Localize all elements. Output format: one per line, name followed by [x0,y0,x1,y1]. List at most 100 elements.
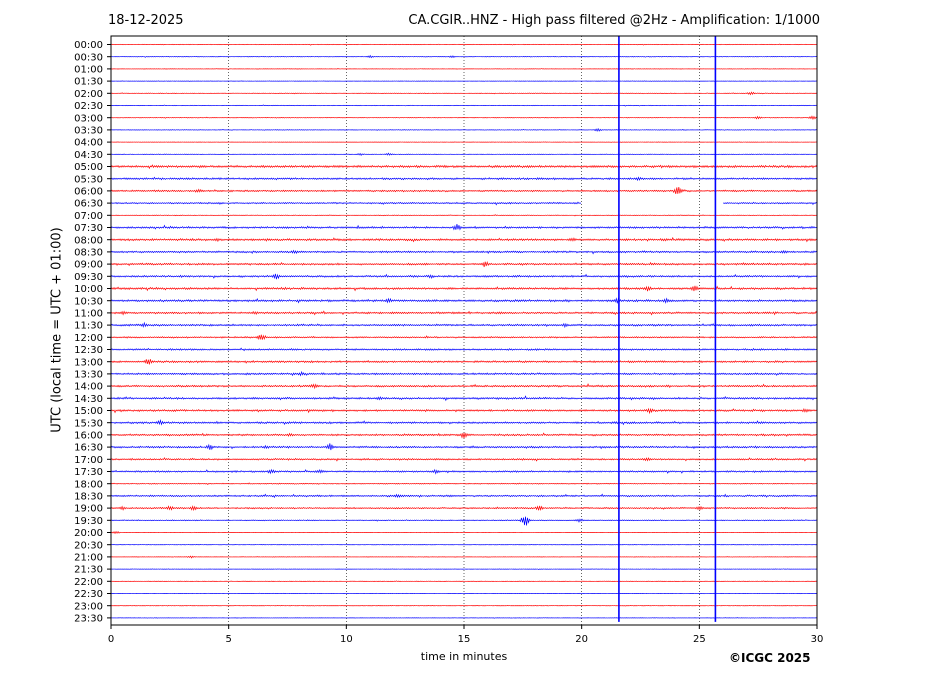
y-tick-label: 07:30 [74,223,103,234]
trace-1130 [110,321,818,329]
trace-1000 [110,285,818,292]
y-tick-label: 23:00 [74,601,103,612]
trace-0830 [110,249,818,255]
trace-2130 [110,568,818,570]
chart-title: CA.CGIR..HNZ - High pass filtered @2Hz -… [408,13,820,28]
y-tick-label: 16:30 [74,443,103,454]
x-tick-label: 20 [575,634,588,645]
y-tick-label: 05:00 [74,162,103,173]
y-tick-label: 01:30 [74,77,103,88]
y-tick-label: 07:00 [74,211,103,222]
trace-0000 [110,43,818,46]
trace-0230 [110,104,818,107]
y-tick-label: 04:30 [74,150,103,161]
y-tick-label: 22:00 [74,577,103,588]
y-tick-label: 13:00 [74,357,103,368]
trace-1630 [110,443,818,451]
x-axis-label: time in minutes [420,650,508,663]
y-tick-label: 02:00 [74,89,103,100]
trace-1900 [110,505,818,512]
trace-0800 [110,236,818,243]
trace-1730 [110,468,818,475]
trace-0430 [110,152,818,157]
y-tick-label: 19:30 [74,516,103,527]
y-tick-label: 21:30 [74,565,103,576]
y-tick-label: 12:00 [74,333,103,344]
trace-2200 [110,580,818,583]
trace-0130 [110,80,818,82]
trace-1100 [110,310,818,316]
y-tick-label: 17:00 [74,455,103,466]
trace-0730 [110,223,818,231]
y-tick-label: 14:30 [74,394,103,405]
y-tick-label: 09:00 [74,260,103,271]
y-tick-label: 23:30 [74,614,103,625]
x-tick-label: 30 [811,634,824,645]
trace-1830 [110,493,818,499]
trace-2100 [110,555,818,559]
y-tick-label: 05:30 [74,174,103,185]
trace-0200 [110,91,818,96]
trace-0900 [110,261,818,268]
y-tick-label: 15:30 [74,418,103,429]
y-tick-label: 18:30 [74,492,103,503]
trace-2000 [110,530,818,535]
y-tick-label: 03:00 [74,113,103,124]
trace-1400 [110,383,818,390]
y-tick-label: 01:00 [74,65,103,76]
trace-0530 [110,176,818,182]
y-tick-label: 14:00 [74,382,103,393]
trace-1330 [110,370,818,377]
y-tick-label: 11:30 [74,321,103,332]
y-tick-label: 11:00 [74,309,103,320]
y-tick-label: 08:00 [74,235,103,246]
y-tick-label: 20:00 [74,528,103,539]
y-tick-label: 21:00 [74,553,103,564]
trace-0600 [110,187,818,195]
y-tick-label: 10:00 [74,284,103,295]
seismic-traces [110,43,818,619]
y-tick-label: 09:30 [74,272,103,283]
x-tick-label: 5 [225,634,231,645]
y-tick-label: 03:30 [74,126,103,137]
copyright-notice: ©ICGC 2025 [729,651,811,665]
y-tick-label: 19:00 [74,504,103,515]
trace-0030 [110,54,818,59]
x-tick-label: 25 [693,634,706,645]
y-tick-label: 20:30 [74,540,103,551]
y-tick-label: 15:00 [74,406,103,417]
trace-1800 [110,482,818,486]
trace-2300 [110,604,818,607]
y-tick-label: 04:00 [74,138,103,149]
x-axis-ticks: 0 5 10 15 20 25 30 [108,625,824,645]
trace-1530 [110,419,818,426]
trace-0700 [110,214,818,217]
trace-1930 [110,516,818,526]
trace-2230 [110,592,818,595]
trace-0930 [110,273,818,280]
grid-lines [228,36,700,625]
y-tick-label: 10:30 [74,296,103,307]
trace-1300 [110,359,818,365]
y-tick-label: 02:30 [74,101,103,112]
y-tick-label: 06:00 [74,187,103,198]
y-tick-label: 00:30 [74,52,103,63]
x-tick-label: 15 [458,634,471,645]
plot-date: 18-12-2025 [108,13,184,28]
y-tick-label: 22:30 [74,589,103,600]
x-tick-label: 0 [108,634,114,645]
trace-0100 [110,68,818,70]
trace-0500 [110,164,818,170]
y-tick-label: 16:00 [74,431,103,442]
y-tick-label: 06:30 [74,199,103,210]
x-tick-label: 10 [340,634,353,645]
trace-2330 [110,617,818,619]
trace-0630 [110,201,818,206]
y-tick-label: 00:00 [74,40,103,51]
y-tick-label: 17:30 [74,467,103,478]
y-tick-label: 12:30 [74,345,103,356]
trace-1700 [110,457,818,462]
y-tick-label: 18:00 [74,479,103,490]
